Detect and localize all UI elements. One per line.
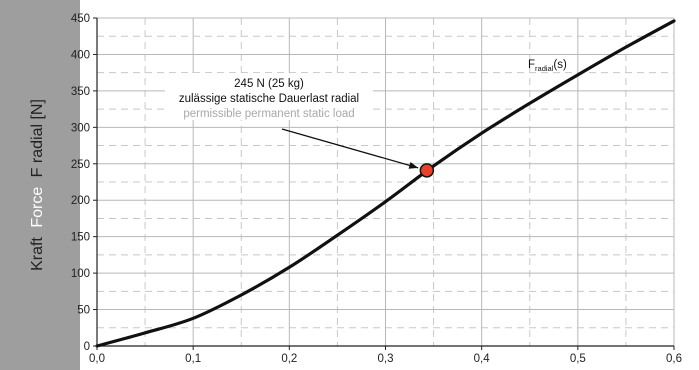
x-tick-label: 0,6 <box>666 353 682 365</box>
annotation: Fradial(s) 245 N (25 kg) zulässige statisc… <box>165 59 567 178</box>
ticks: 0,0 0,1 0,2 0,3 0,4 0,5 0,6 0 50 100 150 200 250 300 3… <box>71 13 682 365</box>
x-tick-label: 0,4 <box>474 353 491 365</box>
series-line <box>95 19 676 348</box>
y-axis-label-en: Force <box>29 187 46 228</box>
x-tick-label: 0,1 <box>185 353 201 365</box>
y-axis-label-unit: F radial [N] <box>29 99 46 177</box>
y-tick-label: 100 <box>71 268 90 280</box>
y-tick-label: 0 <box>84 341 90 353</box>
y-tick-label: 300 <box>71 122 90 134</box>
y-tick-label: 150 <box>71 232 90 244</box>
x-tick-label: 0,5 <box>570 353 586 365</box>
y-axis-label-de: Kraft <box>29 237 46 271</box>
marker-point <box>419 163 435 178</box>
y-tick-label: 250 <box>71 159 90 171</box>
series-label: Fradial(s) <box>528 59 567 73</box>
ylabel-band <box>0 0 80 370</box>
y-tick-label: 450 <box>71 13 90 25</box>
y-tick-label: 350 <box>71 86 90 98</box>
grid <box>97 17 675 346</box>
y-tick-label: 400 <box>71 49 90 61</box>
x-tick-label: 0,3 <box>378 353 394 365</box>
annotation-line-2: zulässige statische Dauerlast radial <box>179 93 359 105</box>
y-tick-label: 50 <box>77 305 90 317</box>
x-tick-label: 0,2 <box>281 353 297 365</box>
annotation-line-3: permissible permanent static load <box>183 108 354 120</box>
y-tick-label: 200 <box>71 195 90 207</box>
annotation-line-1: 245 N (25 kg) <box>234 78 304 90</box>
annotation-arrow-line <box>281 128 419 169</box>
annotation-arrow-head <box>408 162 419 169</box>
y-axis-label: Kraft Force F radial [N] <box>29 99 46 271</box>
annotation-box <box>165 73 373 120</box>
x-tick-label: 0,0 <box>89 353 105 365</box>
